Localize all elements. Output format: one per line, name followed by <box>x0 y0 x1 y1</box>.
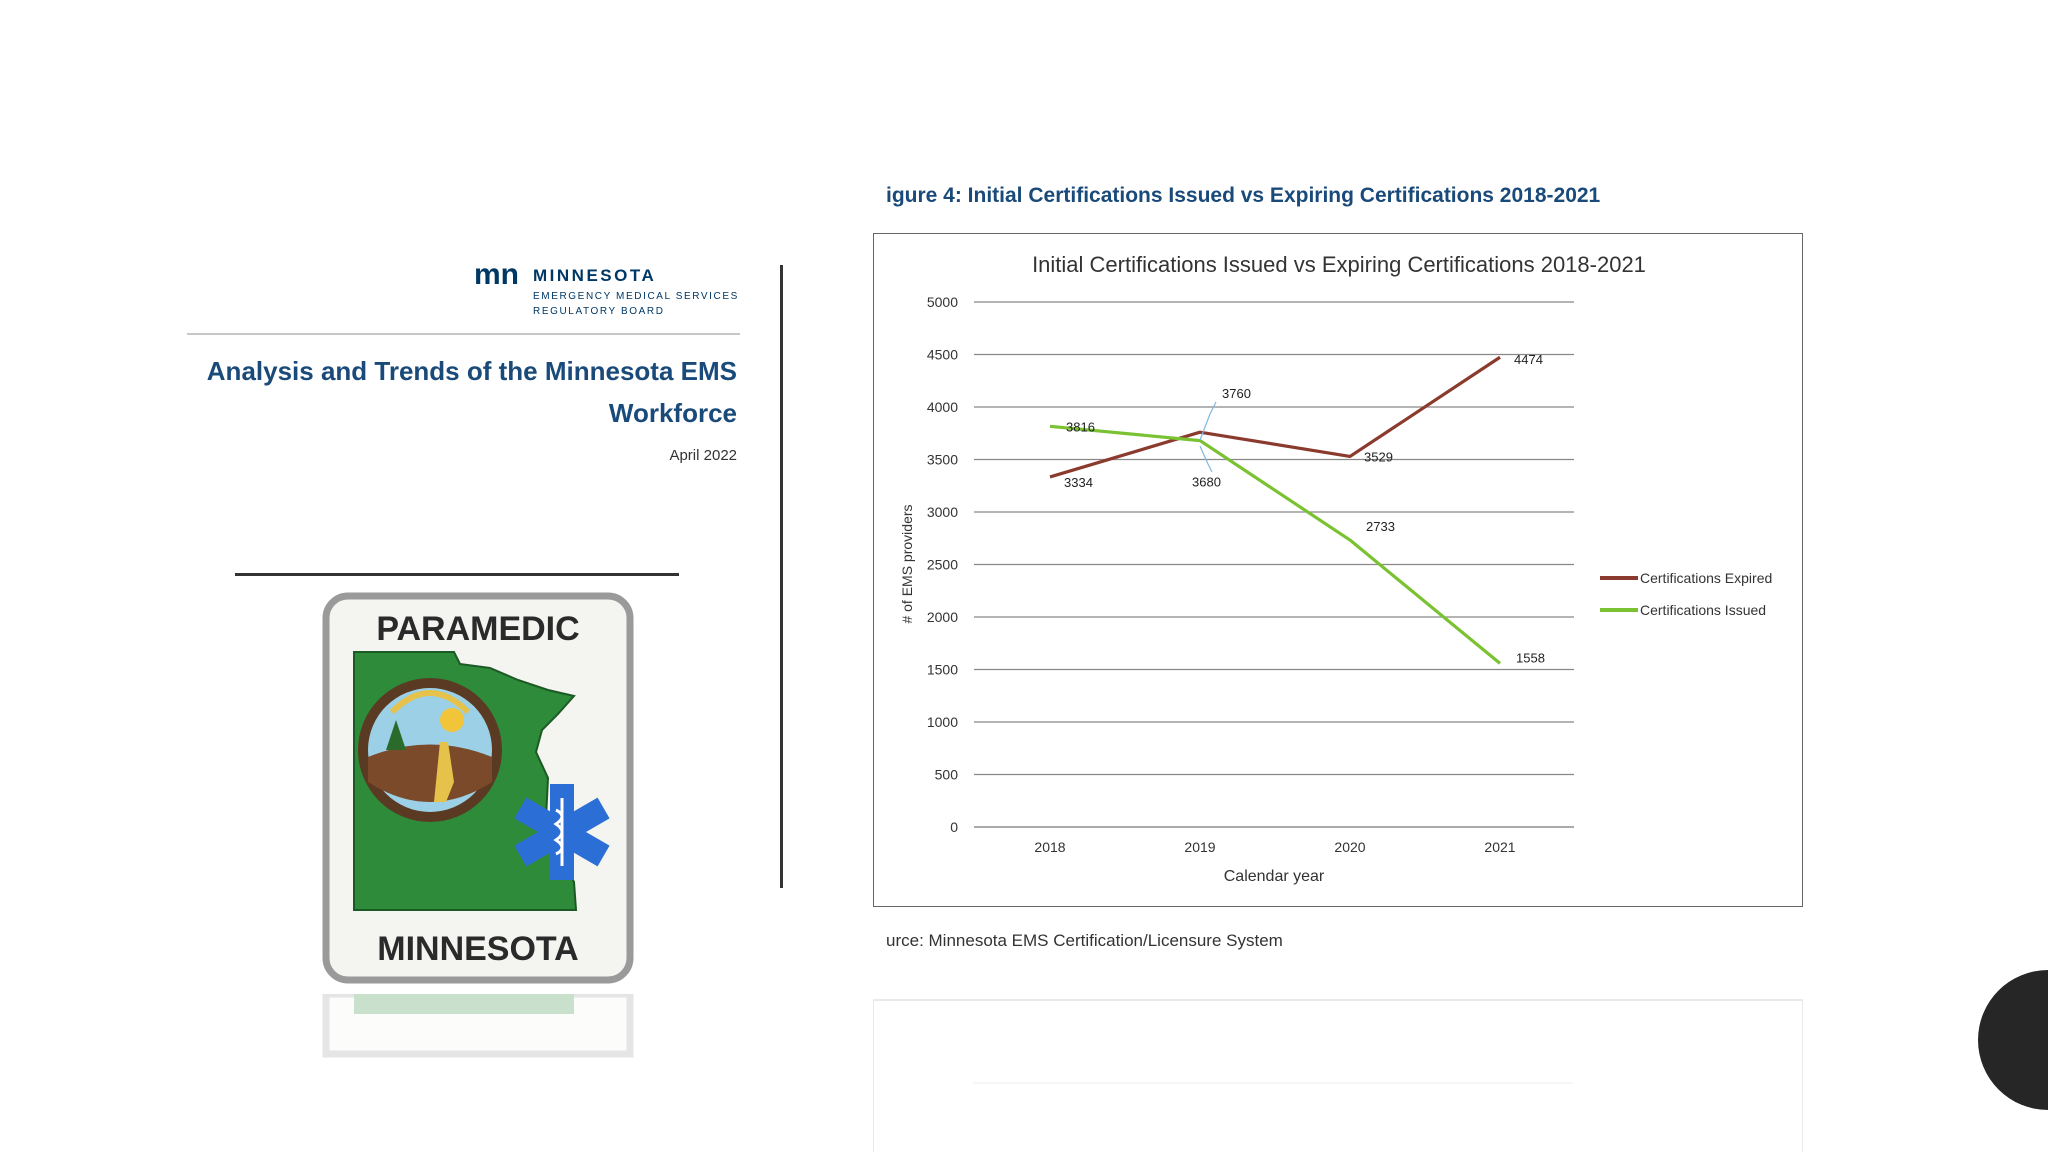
y-axis-ticks: 0 500 1000 1500 2000 2500 3000 3500 4000 4500 5000 <box>927 294 958 835</box>
y-tick-label: 500 <box>935 767 959 783</box>
data-label: 3334 <box>1064 475 1093 490</box>
mn-ems-logo: mn MINNESOTA EMERGENCY MEDICAL SERVICES … <box>474 262 739 322</box>
logo-subtitle: EMERGENCY MEDICAL SERVICES REGULATORY BO… <box>533 289 739 319</box>
figure-caption: igure 4: Initial Certifications Issued v… <box>886 184 1601 207</box>
data-label: 2733 <box>1366 519 1395 534</box>
patch-bottom-text: MINNESOTA <box>377 930 578 968</box>
legend-label: Certifications Issued <box>1640 602 1766 618</box>
x-tick-label: 2021 <box>1484 839 1515 855</box>
chart-legend: Certifications Expired Certifications Iss… <box>1600 570 1772 618</box>
report-title: Analysis and Trends of the Minnesota EMS… <box>187 350 737 434</box>
y-tick-label: 1000 <box>927 714 958 730</box>
seal-field <box>368 744 492 802</box>
series-line-expired <box>1049 355 1501 479</box>
minnesota-logo-mark: mn <box>474 262 519 288</box>
logo-subtitle-line1: EMERGENCY MEDICAL SERVICES <box>533 291 739 302</box>
label-leader <box>1199 445 1213 473</box>
series-line-issued <box>1049 424 1502 665</box>
chart-grid <box>974 301 1574 828</box>
chart-frame: Initial Certifications Issued vs Expirin… <box>873 233 1803 907</box>
patch-top-text: PARAMEDIC <box>376 610 579 648</box>
data-label: 3816 <box>1066 419 1095 434</box>
logo-subtitle-line2: REGULATORY BOARD <box>533 306 665 317</box>
report-date: April 2022 <box>669 447 737 464</box>
report-title-line1: Analysis and Trends of the Minnesota EMS <box>206 356 737 386</box>
logo-name: MINNESOTA <box>533 266 657 285</box>
star-of-life-icon <box>514 784 610 880</box>
svg-text:mn: mn <box>474 262 519 288</box>
x-axis-ticks: 2018 2019 2020 2021 <box>1034 839 1515 855</box>
y-tick-label: 2500 <box>927 557 958 573</box>
figure-reflection <box>873 955 1803 1152</box>
chart-series <box>1049 355 1502 665</box>
label-leader <box>1199 401 1217 441</box>
seal-sun <box>440 708 464 732</box>
slide-corner-decoration <box>1978 970 2048 1110</box>
seal-banner <box>389 690 471 715</box>
data-label: 3760 <box>1222 386 1251 401</box>
figure-source: urce: Minnesota EMS Certification/Licens… <box>886 931 1283 950</box>
chart-title: Initial Certifications Issued vs Expirin… <box>1032 252 1646 277</box>
y-tick-label: 3000 <box>927 504 958 520</box>
y-axis-label: # of EMS providers <box>899 504 915 623</box>
y-tick-label: 1500 <box>927 662 958 678</box>
line-chart: Initial Certifications Issued vs Expirin… <box>899 252 1772 885</box>
y-tick-label: 2000 <box>927 609 958 625</box>
section-rule <box>235 573 679 576</box>
data-labels: 3334 3760 3529 4474 3816 3680 2733 1558 <box>1064 352 1545 665</box>
vertical-divider <box>780 265 783 888</box>
legend-label: Certifications Expired <box>1640 570 1772 586</box>
data-label: 1558 <box>1516 650 1545 665</box>
y-tick-label: 0 <box>950 819 958 835</box>
y-tick-label: 3500 <box>927 452 958 468</box>
data-label: 4474 <box>1514 352 1543 367</box>
report-title-line2: Workforce <box>608 398 737 428</box>
x-tick-label: 2018 <box>1034 839 1065 855</box>
seal-tree <box>386 720 406 750</box>
y-tick-label: 5000 <box>927 294 958 310</box>
patch-reflection <box>322 994 634 1094</box>
y-tick-label: 4000 <box>927 399 958 415</box>
y-tick-label: 4500 <box>927 347 958 363</box>
x-tick-label: 2020 <box>1334 839 1365 855</box>
x-axis-label: Calendar year <box>1224 868 1325 885</box>
header-rule <box>187 333 740 335</box>
x-tick-label: 2019 <box>1184 839 1215 855</box>
seal-farmer <box>434 742 454 802</box>
data-label: 3529 <box>1364 449 1393 464</box>
paramedic-patch: PARAMEDIC MINNESOTA <box>322 592 634 984</box>
data-label: 3680 <box>1192 475 1221 490</box>
